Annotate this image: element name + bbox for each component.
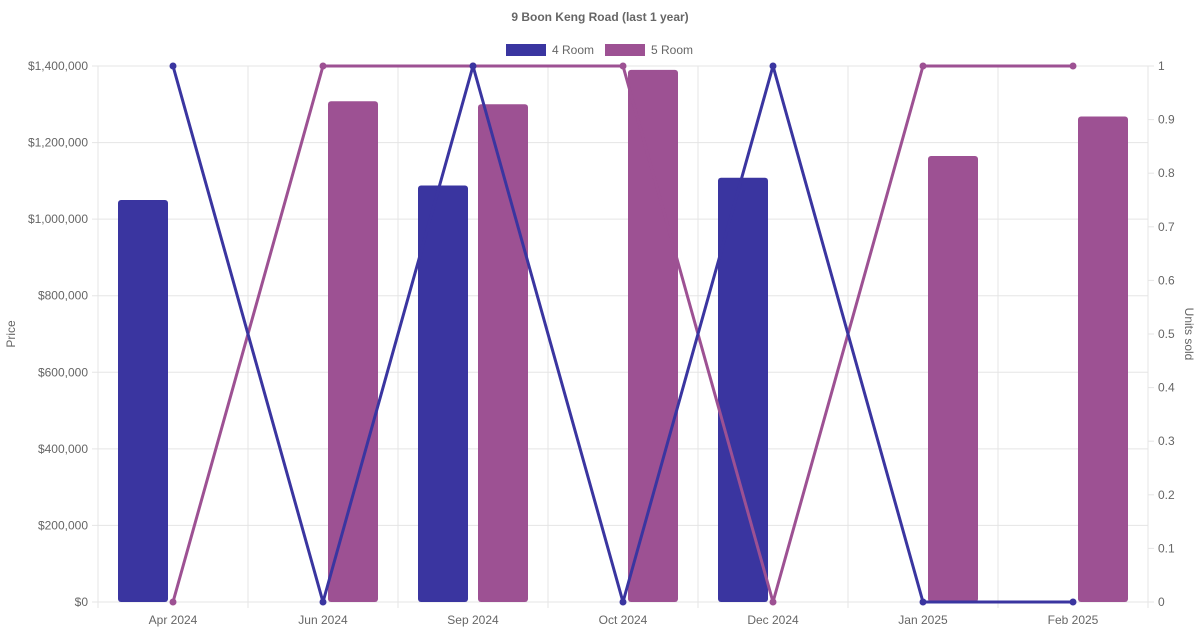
y-right-tick-label: 0.1: [1158, 541, 1175, 555]
y-right-tick-label: 0.9: [1158, 113, 1175, 127]
y-right-tick-label: 0.7: [1158, 220, 1175, 234]
y-right-tick-label: 0.8: [1158, 166, 1175, 180]
legend-label-4-room: 4 Room: [552, 43, 594, 57]
x-tick-label-jan-2025: Jan 2025: [898, 613, 948, 627]
y-left-tick-label: $600,000: [38, 365, 88, 379]
y-right-tick-label: 0: [1158, 595, 1165, 609]
bars-layer: [118, 69, 1128, 603]
point-4-room-oct-2024[interactable]: [619, 598, 627, 606]
y-left-tick-label: $1,000,000: [28, 212, 88, 226]
point-4-room-apr-2024[interactable]: [169, 62, 177, 70]
y-left-ticks: $0 $200,000 $400,000 $600,000 $800,000 $1,000…: [28, 59, 88, 609]
y-right-tick-label: 0.3: [1158, 434, 1175, 448]
legend-item-4-room[interactable]: 4 Room: [506, 43, 594, 57]
point-4-room-jan-2025[interactable]: [919, 598, 927, 606]
y-left-tick-label: $400,000: [38, 442, 88, 456]
x-tick-label-feb-2025: Feb 2025: [1048, 613, 1099, 627]
x-tick-label-apr-2024: Apr 2024: [149, 613, 198, 627]
chart-title: 9 Boon Keng Road (last 1 year): [511, 10, 688, 24]
grid-layer: [92, 65, 1154, 608]
point-5-room-jun-2024[interactable]: [319, 62, 327, 70]
legend-item-5-room[interactable]: 5 Room: [605, 43, 693, 57]
point-5-room-feb-2025[interactable]: [1069, 62, 1077, 70]
y-right-tick-label: 0.4: [1158, 381, 1175, 395]
y-right-axis-title: Units sold: [1182, 308, 1196, 361]
point-5-room-jan-2025[interactable]: [919, 62, 927, 70]
legend-swatch-5-room: [605, 44, 645, 56]
y-left-tick-label: $0: [75, 595, 89, 609]
y-right-tick-label: 0.2: [1158, 488, 1175, 502]
y-left-tick-label: $200,000: [38, 518, 88, 532]
y-right-tick-label: 0.5: [1158, 327, 1175, 341]
point-4-room-sep-2024[interactable]: [469, 62, 477, 70]
legend: 4 Room 5 Room: [506, 43, 693, 57]
point-4-room-jun-2024[interactable]: [319, 598, 327, 606]
lines-layer: [169, 62, 1077, 606]
y-left-tick-label: $1,400,000: [28, 59, 88, 73]
bar-4-room-sep-2024[interactable]: [418, 185, 468, 603]
bar-5-room-feb-2025[interactable]: [1078, 116, 1128, 602]
y-right-tick-label: 1: [1158, 59, 1165, 73]
bar-5-room-sep-2024[interactable]: [478, 104, 528, 603]
x-tick-label-dec-2024: Dec 2024: [747, 613, 799, 627]
point-5-room-oct-2024[interactable]: [619, 62, 627, 70]
y-left-tick-label: $800,000: [38, 289, 88, 303]
point-4-room-dec-2024[interactable]: [769, 62, 777, 70]
bar-5-room-jan-2025[interactable]: [928, 155, 978, 602]
y-right-ticks: 0 0.1 0.2 0.3 0.4 0.5 0.6 0.7 0.8 0.9 1: [1158, 59, 1175, 609]
legend-label-5-room: 5 Room: [651, 43, 693, 57]
x-tick-label-jun-2024: Jun 2024: [298, 613, 348, 627]
x-tick-label-sep-2024: Sep 2024: [447, 613, 499, 627]
bar-5-room-oct-2024[interactable]: [628, 69, 678, 603]
bar-5-room-jun-2024[interactable]: [328, 101, 378, 603]
bar-4-room-apr-2024[interactable]: [118, 200, 168, 602]
y-left-axis-title: Price: [4, 320, 18, 348]
point-5-room-dec-2024[interactable]: [769, 598, 777, 606]
x-tick-label-oct-2024: Oct 2024: [599, 613, 648, 627]
y-left-tick-label: $1,200,000: [28, 136, 88, 150]
point-5-room-apr-2024[interactable]: [169, 598, 177, 606]
legend-swatch-4-room: [506, 44, 546, 56]
y-right-tick-label: 0.6: [1158, 273, 1175, 287]
x-axis-ticks: Apr 2024 Jun 2024 Sep 2024 Oct 2024 Dec 2024…: [149, 613, 1099, 627]
bar-4-room-dec-2024[interactable]: [718, 177, 768, 602]
point-4-room-feb-2025[interactable]: [1069, 598, 1077, 606]
